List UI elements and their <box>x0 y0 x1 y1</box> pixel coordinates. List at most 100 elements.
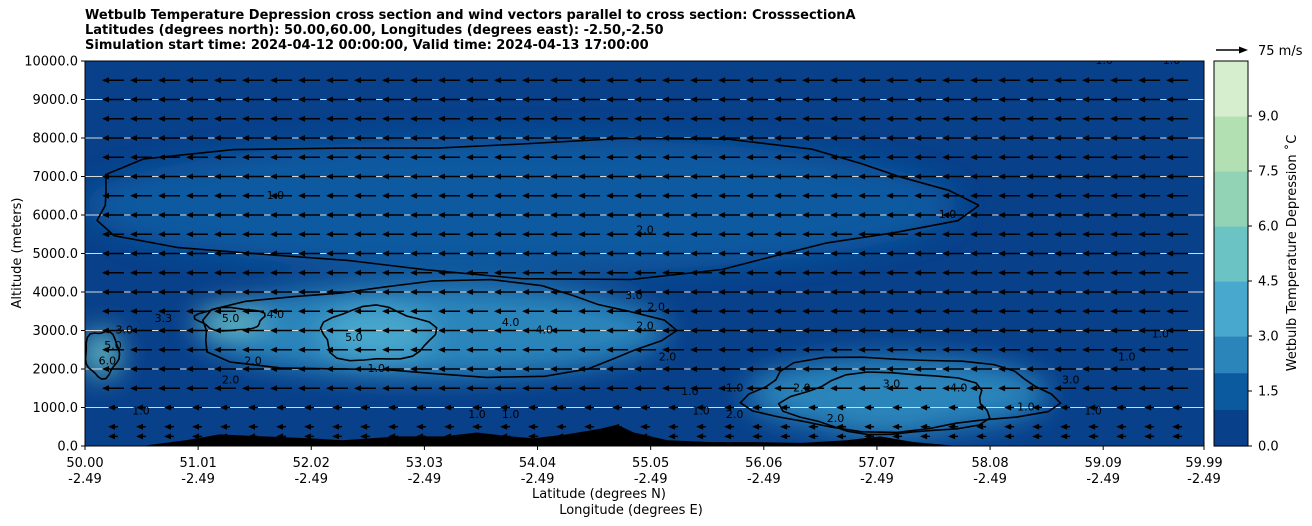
colorbar-band <box>1214 116 1248 135</box>
colorbar-band <box>1214 318 1248 337</box>
colorbar-band <box>1214 263 1248 282</box>
x-tick-label-lat: 55.05 <box>632 456 669 471</box>
y-tick-label: 4000.0 <box>33 286 79 301</box>
y-tick-label: 5000.0 <box>33 247 79 262</box>
contour-label: 2.0 <box>793 381 811 394</box>
x-tick-label-lat: 59.99 <box>1185 456 1222 471</box>
contour-label: 4.0 <box>502 316 520 329</box>
colorbar-band <box>1214 409 1248 428</box>
quiver-key-arrowhead <box>1239 47 1248 54</box>
x-tick-label-lon: -2.49 <box>1086 472 1120 487</box>
contour-label: 1.0 <box>681 385 699 398</box>
colorbar-tick-label: 9.0 <box>1258 110 1279 125</box>
contour-label: 3.0 <box>115 324 133 337</box>
colorbar-tick-label: 1.5 <box>1258 385 1279 400</box>
y-axis-label: Altitude (meters) <box>10 198 25 309</box>
field-region <box>85 138 959 273</box>
x-tick-label-lon: -2.49 <box>521 472 555 487</box>
x-tick-label-lat: 59.09 <box>1085 456 1122 471</box>
contour-label: 3.0 <box>1062 374 1080 387</box>
contour-label: 2.0 <box>659 350 677 363</box>
colorbar-band <box>1214 244 1248 263</box>
y-tick-label: 1000.0 <box>33 401 79 416</box>
contour-label: 1.0 <box>132 404 150 417</box>
x-tick-label-lat: 58.08 <box>971 456 1008 471</box>
contour-label: 4.0 <box>950 381 968 394</box>
colorbar-label: Wetbulb Temperature Depression ˚C <box>1284 135 1300 372</box>
colorbar-tick-label: 4.5 <box>1258 275 1279 290</box>
contour-label: 5.0 <box>222 312 240 325</box>
contour-label: 1.0 <box>939 208 957 221</box>
contour-label: 1.0 <box>726 381 744 394</box>
colorbar-band <box>1214 226 1248 245</box>
colorbar-band <box>1214 336 1248 355</box>
x-tick-label-lon: -2.49 <box>181 472 215 487</box>
contour-label: 2.0 <box>636 320 654 333</box>
y-tick-label: 8000.0 <box>33 132 79 147</box>
contour-label: 1.0 <box>1017 401 1035 414</box>
colorbar-band <box>1214 354 1248 373</box>
x-tick-label-lon: -2.49 <box>973 472 1007 487</box>
contour-label: 1.0 <box>468 408 486 421</box>
x-tick-label-lon: -2.49 <box>860 472 894 487</box>
x-axis-label-secondary: Longitude (degrees E) <box>559 503 703 518</box>
colorbar-band <box>1214 189 1248 208</box>
colorbar: 0.0 1.5 3.0 4.5 6.0 7.5 9.0 Wetbulb Temperature… <box>1214 61 1300 455</box>
x-tick-label-lat: 51.01 <box>180 456 217 471</box>
x-tick-label-lon: -2.49 <box>68 472 102 487</box>
y-tick-label: 6000.0 <box>33 209 79 224</box>
y-tick-label: 2000.0 <box>33 363 79 378</box>
y-tick-label: 10000.0 <box>24 55 78 70</box>
contour-label: 4.0 <box>535 324 553 337</box>
contour-label: 4.0 <box>267 308 285 321</box>
contour-label: 2.0 <box>827 412 845 425</box>
colorbar-band <box>1214 208 1248 227</box>
colorbar-tick-label: 7.5 <box>1258 165 1279 180</box>
x-axis-label: Latitude (degrees N) <box>532 487 666 502</box>
contour-label: 3.3 <box>155 312 173 325</box>
x-tick-label-lat: 50.00 <box>66 456 103 471</box>
colorbar-band <box>1214 98 1248 117</box>
contour-label: 1.0 <box>367 362 385 375</box>
x-tick-label-lat: 52.02 <box>293 456 330 471</box>
x-tick-label-lat: 54.04 <box>519 456 556 471</box>
colorbar-band <box>1214 153 1248 172</box>
contour-label: 6.0 <box>99 354 117 367</box>
contour-label: 2.0 <box>244 354 262 367</box>
x-tick-label-lon: -2.49 <box>747 472 781 487</box>
y-tick-label: 7000.0 <box>33 170 79 185</box>
contour-label: 2.0 <box>636 223 654 236</box>
contour-label: 2.0 <box>222 374 240 387</box>
contour-label: 5.0 <box>345 331 363 344</box>
contour-label: 3.0 <box>883 377 901 390</box>
x-tick-label-lat: 56.06 <box>745 456 782 471</box>
colorbar-band <box>1214 373 1248 392</box>
x-tick-label-lon: -2.49 <box>1187 472 1221 487</box>
contour-label: 1.0 <box>1152 327 1170 340</box>
contour-label: 5.0 <box>104 339 122 352</box>
contour-label: 1.0 <box>1084 404 1102 417</box>
colorbar-band <box>1214 61 1248 80</box>
x-tick-label-lat: 57.07 <box>858 456 895 471</box>
quiver-key: 75 m/s <box>1216 44 1303 59</box>
colorbar-tick-label: 0.0 <box>1258 440 1279 455</box>
colorbar-band <box>1214 299 1248 318</box>
y-tick-label: 9000.0 <box>33 93 79 108</box>
contour-label: 2.0 <box>726 408 744 421</box>
colorbar-band <box>1214 171 1248 190</box>
contour-label: 2.0 <box>648 300 666 313</box>
contour-label: 3.0 <box>625 289 643 302</box>
colorbar-band <box>1214 281 1248 300</box>
plot-area: 1.0 2.0 3.0 2.0 2.0 3.3 5.0 4.0 3.0 5.0 6.0 2.0 5.0 4… <box>85 54 1204 446</box>
y-tick-label: 3000.0 <box>33 324 79 339</box>
colorbar-tick-label: 3.0 <box>1258 330 1279 345</box>
quiver-key-label: 75 m/s <box>1258 44 1303 59</box>
x-tick-label-lat: 53.03 <box>406 456 443 471</box>
x-tick-label-lon: -2.49 <box>294 472 328 487</box>
colorbar-band <box>1214 428 1248 447</box>
contour-label: 1.0 <box>1118 350 1136 363</box>
y-tick-label: 0.0 <box>57 440 78 455</box>
colorbar-band <box>1214 134 1248 153</box>
x-tick-label-lon: -2.49 <box>408 472 442 487</box>
